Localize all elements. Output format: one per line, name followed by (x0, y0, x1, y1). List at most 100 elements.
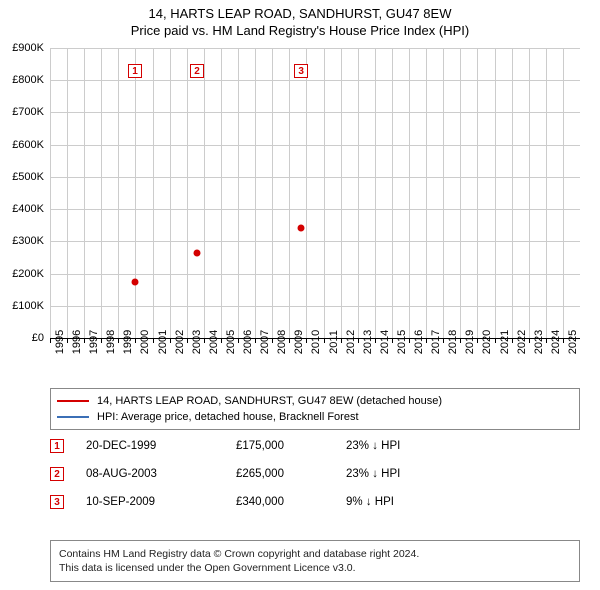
gridline-h (50, 209, 580, 210)
sale-hpi-diff: 23% ↓ HPI (346, 440, 580, 452)
sale-marker-dot (194, 249, 201, 256)
gridline-v (358, 48, 359, 338)
x-axis-label: 2001 (157, 330, 169, 354)
x-tick (50, 338, 51, 343)
legend-label-hpi: HPI: Average price, detached house, Brac… (97, 409, 359, 425)
sale-marker-box: 1 (128, 64, 142, 78)
x-axis-label: 2006 (242, 330, 254, 354)
gridline-v (392, 48, 393, 338)
gridline-v (289, 48, 290, 338)
x-tick (341, 338, 342, 343)
x-axis-label: 2012 (345, 330, 357, 354)
x-axis-label: 2009 (293, 330, 305, 354)
x-axis-label: 1995 (54, 330, 66, 354)
x-tick (306, 338, 307, 343)
gridline-h (50, 145, 580, 146)
legend: 14, HARTS LEAP ROAD, SANDHURST, GU47 8EW… (50, 388, 580, 430)
x-tick (221, 338, 222, 343)
plot-area: 123 (50, 48, 580, 339)
sale-date: 10-SEP-2009 (86, 496, 236, 508)
gridline-h (50, 112, 580, 113)
gridline-v (135, 48, 136, 338)
sale-event-row: 1 20-DEC-1999 £175,000 23% ↓ HPI (50, 432, 580, 460)
x-tick (460, 338, 461, 343)
sale-hpi-diff: 9% ↓ HPI (346, 496, 580, 508)
gridline-v (306, 48, 307, 338)
x-tick (324, 338, 325, 343)
x-tick (187, 338, 188, 343)
x-tick (375, 338, 376, 343)
x-axis-label: 2004 (208, 330, 220, 354)
gridline-h (50, 80, 580, 81)
x-tick (118, 338, 119, 343)
x-axis-label: 2011 (328, 330, 340, 354)
legend-label-property: 14, HARTS LEAP ROAD, SANDHURST, GU47 8EW… (97, 393, 442, 409)
y-axis-label: £400K (12, 203, 44, 215)
gridline-v (460, 48, 461, 338)
gridline-v (341, 48, 342, 338)
x-axis-label: 2023 (533, 330, 545, 354)
y-axis-label: £200K (12, 268, 44, 280)
x-tick (529, 338, 530, 343)
y-axis-label: £800K (12, 74, 44, 86)
gridline-v (84, 48, 85, 338)
x-tick (135, 338, 136, 343)
x-axis-label: 2013 (362, 330, 374, 354)
x-tick (443, 338, 444, 343)
x-tick (238, 338, 239, 343)
x-axis-label: 2022 (516, 330, 528, 354)
gridline-v (375, 48, 376, 338)
gridline-h (50, 241, 580, 242)
x-tick (289, 338, 290, 343)
sale-price: £175,000 (236, 440, 346, 452)
sale-price: £340,000 (236, 496, 346, 508)
x-axis-label: 2024 (550, 330, 562, 354)
x-tick (426, 338, 427, 343)
sale-marker-box: 3 (294, 64, 308, 78)
legend-row: HPI: Average price, detached house, Brac… (57, 409, 573, 425)
x-tick (358, 338, 359, 343)
sale-marker-dot (131, 278, 138, 285)
x-tick (512, 338, 513, 343)
x-axis-label: 2018 (447, 330, 459, 354)
sale-events-list: 1 20-DEC-1999 £175,000 23% ↓ HPI 2 08-AU… (50, 432, 580, 516)
x-axis-label: 2016 (413, 330, 425, 354)
y-axis-label: £600K (12, 139, 44, 151)
sale-event-row: 2 08-AUG-2003 £265,000 23% ↓ HPI (50, 460, 580, 488)
x-axis-label: 2003 (191, 330, 203, 354)
x-axis-label: 1997 (88, 330, 100, 354)
sale-marker-icon: 1 (50, 439, 64, 453)
gridline-v (170, 48, 171, 338)
gridline-v (443, 48, 444, 338)
x-tick (101, 338, 102, 343)
attribution-footer: Contains HM Land Registry data © Crown c… (50, 540, 580, 582)
chart-container: 14, HARTS LEAP ROAD, SANDHURST, GU47 8EW… (0, 0, 600, 590)
x-tick (170, 338, 171, 343)
gridline-h (50, 48, 580, 49)
sale-price: £265,000 (236, 468, 346, 480)
gridline-v (477, 48, 478, 338)
x-axis-label: 2015 (396, 330, 408, 354)
y-axis-label: £500K (12, 171, 44, 183)
x-tick (84, 338, 85, 343)
gridline-v (324, 48, 325, 338)
gridline-v (50, 48, 51, 338)
x-axis-label: 1999 (122, 330, 134, 354)
gridline-v (238, 48, 239, 338)
gridline-v (153, 48, 154, 338)
x-tick (272, 338, 273, 343)
y-axis-label: £0 (32, 332, 44, 344)
x-tick (546, 338, 547, 343)
x-axis-label: 1998 (105, 330, 117, 354)
gridline-h (50, 306, 580, 307)
gridline-v (118, 48, 119, 338)
sale-marker-icon: 3 (50, 495, 64, 509)
x-axis-label: 2000 (139, 330, 151, 354)
x-tick (153, 338, 154, 343)
x-tick (67, 338, 68, 343)
gridline-v (495, 48, 496, 338)
gridline-v (272, 48, 273, 338)
y-axis-label: £100K (12, 300, 44, 312)
sale-hpi-diff: 23% ↓ HPI (346, 468, 580, 480)
gridline-v (546, 48, 547, 338)
